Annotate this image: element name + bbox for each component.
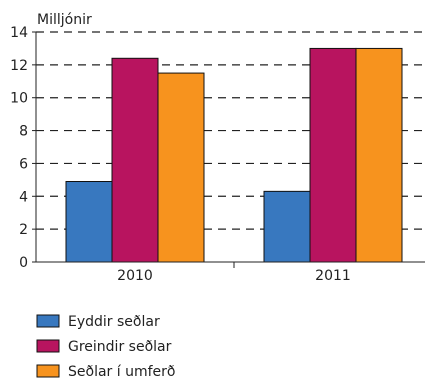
y-tick-label: 12 [10,58,28,74]
bar-2011-2 [309,47,357,263]
legend-label-3: Seðlar í umferð [68,364,175,378]
y-tick-labels: 0 2 4 6 8 10 12 14 [10,25,28,271]
y-tick-label: 8 [19,124,28,140]
x-tick-labels: 2010 2011 [117,268,351,284]
legend-swatch-2 [36,339,60,353]
y-tick-label: 2 [19,222,28,238]
y-tick-label: 6 [19,156,28,172]
y-tick-label: 0 [19,255,28,271]
legend: Eyddir seðlar Greindir seðlar Seðlar í umf… [36,314,175,378]
bar-2011-3 [355,47,403,263]
x-tick-label: 2011 [315,268,351,284]
bar-2010-3 [157,72,205,263]
y-axis-unit-label: Milljónir [37,12,92,28]
x-tick-label: 2010 [117,268,153,284]
bar-2011-1 [263,190,311,263]
axes [32,31,425,268]
bars [65,47,403,263]
y-tick-label: 10 [10,91,28,107]
y-tick-label: 14 [10,25,28,41]
legend-label-1: Eyddir seðlar [68,314,160,330]
legend-swatch-3 [36,364,60,378]
legend-swatch-1 [36,314,60,328]
bar-2010-2 [111,57,159,263]
legend-label-2: Greindir seðlar [68,339,172,355]
y-tick-label: 4 [19,189,28,205]
bar-2010-1 [65,181,113,263]
